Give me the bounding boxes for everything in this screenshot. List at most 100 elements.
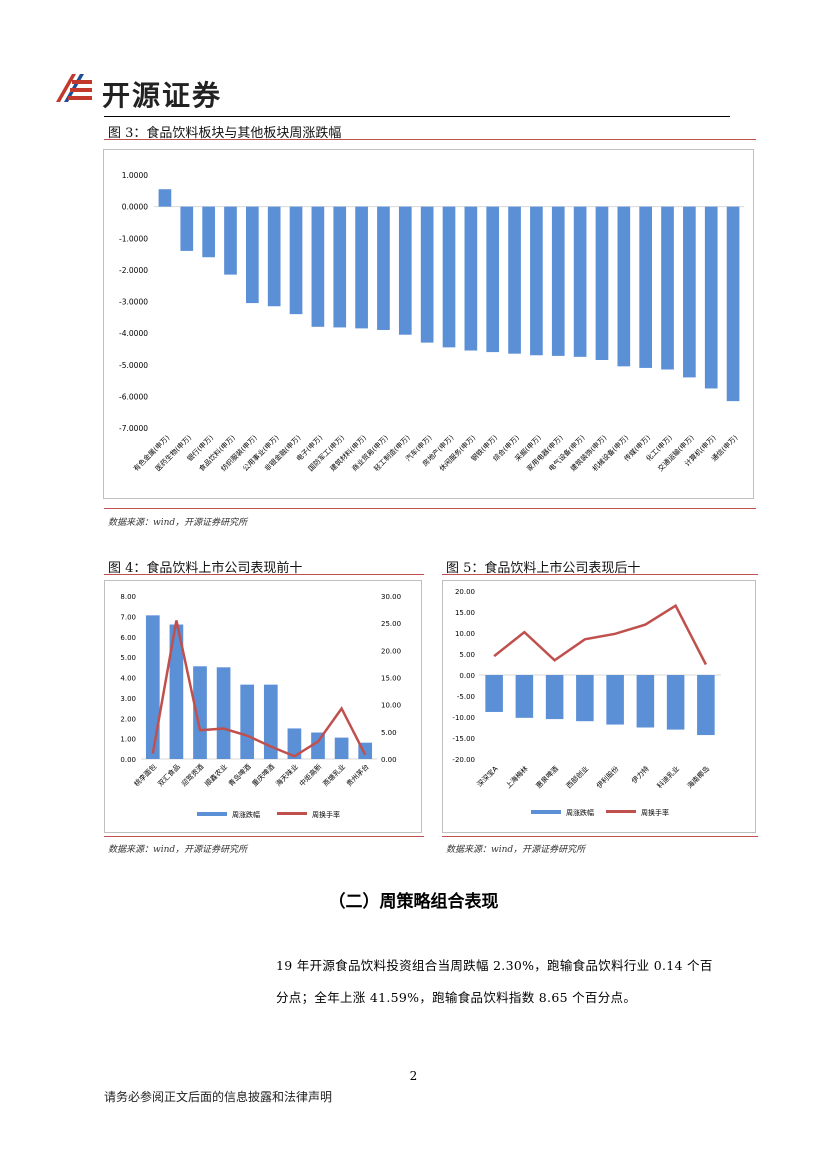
bar: [639, 206, 653, 368]
legend-label-weekly-change: 周涨跌幅: [566, 808, 594, 817]
y-right-tick-label: 0.00: [381, 756, 397, 764]
y-right-tick-label: 30.00: [381, 593, 401, 601]
fig5-caption-rule: [442, 574, 758, 575]
brand-name: 开源证券: [102, 79, 223, 112]
x-tick-label: 伊力特: [630, 764, 651, 785]
bar: [420, 206, 434, 343]
x-tick-label: 青岛啤酒: [226, 762, 252, 788]
x-tick-label: 西部创业: [564, 764, 590, 790]
bar: [486, 206, 500, 353]
x-tick-label: 顺鑫农业: [203, 762, 229, 788]
bar: [704, 206, 718, 389]
y-left-tick-label: 8.00: [120, 593, 136, 601]
y-tick-label: -5.0000: [119, 361, 148, 370]
y-right-tick-label: 15.00: [381, 675, 401, 683]
fig5-source: 数据来源：wind，开源证券研究所: [446, 845, 586, 855]
bar: [240, 684, 255, 759]
y-right-tick-label: 20.00: [381, 647, 401, 655]
fig4-caption: 图 4：食品饮料上市公司表现前十: [108, 561, 303, 576]
fig5-bottom-rule: [442, 836, 758, 837]
y-tick-label: 0.00: [459, 672, 475, 680]
fig3-source: 数据来源：wind，开源证券研究所: [108, 518, 248, 528]
bar: [333, 206, 347, 328]
bar: [355, 206, 368, 329]
y-left-tick-label: 1.00: [120, 736, 136, 744]
fig4-source: 数据来源：wind，开源证券研究所: [108, 845, 248, 855]
bar: [636, 675, 655, 728]
x-tick-label: 双汇食品: [156, 762, 182, 788]
y-tick-label: -10.00: [452, 714, 475, 722]
y-tick-label: -2.0000: [119, 266, 148, 275]
bar: [145, 615, 160, 759]
fig4-combo-chart: 8.00 7.00 6.00 5.00 4.00 3.00 2.00 1.00 0.00 30.0…: [120, 593, 401, 819]
y-tick-label: -6.0000: [119, 392, 148, 401]
bar: [666, 675, 685, 730]
x-tick-label: 迎驾贡酒: [179, 762, 205, 788]
bar: [508, 206, 521, 354]
fig5-caption: 图 5：食品饮料上市公司表现后十: [446, 561, 641, 576]
x-tick-label: 海天味业: [274, 762, 300, 788]
bar: [287, 728, 302, 759]
y-right-tick-label: 5.00: [381, 729, 397, 737]
section-heading: （二）周策略组合表现: [328, 892, 499, 912]
bar: [573, 206, 587, 357]
page-number: 2: [409, 1069, 418, 1083]
bar: [377, 206, 390, 330]
bar: [263, 684, 278, 759]
fig4-caption-rule: [104, 574, 424, 575]
legend-swatch-line: [277, 812, 307, 815]
bar: [726, 206, 740, 402]
y-left-tick-label: 0.00: [120, 756, 136, 764]
y-tick-label: 5.00: [459, 651, 475, 659]
bar: [334, 737, 349, 759]
fig3-chart-frame: 1.0000 0.0000 -1.0000 -2.0000 -3.0000 -4.0000…: [103, 149, 754, 499]
header-divider: [104, 116, 730, 117]
bar: [180, 206, 194, 251]
bar: [169, 624, 184, 759]
bar: [545, 675, 564, 720]
y-tick-label: 1.0000: [122, 171, 148, 180]
y-tick-label: 10.00: [455, 630, 475, 638]
y-tick-label: -4.0000: [119, 329, 148, 338]
brand-logo-icon: [56, 74, 92, 102]
bar: [442, 206, 456, 348]
bar: [311, 732, 325, 759]
legend-label-weekly-change: 周涨跌幅: [232, 810, 260, 819]
x-tick-label: 深深宝A: [475, 764, 500, 789]
legend-label-turnover: 周换手率: [312, 810, 340, 819]
turnover-line: [493, 603, 707, 666]
y-tick-label: -7.0000: [119, 424, 148, 433]
y-right-tick-label: 10.00: [381, 702, 401, 710]
bar: [515, 675, 534, 718]
y-tick-label: 15.00: [455, 609, 475, 617]
y-left-tick-label: 3.00: [120, 695, 136, 703]
body-paragraph-line-1: 19 年开源食品饮料投资组合当周跌幅 2.30%，跑输食品饮料行业 0.14 个…: [276, 958, 713, 973]
fig4-bottom-rule: [104, 836, 424, 837]
bar: [617, 206, 631, 367]
y-tick-label: -1.0000: [119, 234, 148, 243]
fig3-caption-rule: [104, 139, 756, 140]
fig3-bottom-rule: [104, 508, 756, 509]
bar: [683, 206, 696, 378]
y-left-tick-label: 5.00: [120, 654, 136, 662]
bar: [398, 206, 412, 335]
y-tick-label: -20.00: [452, 756, 475, 764]
x-tick-label: 科迪乳业: [655, 764, 681, 790]
bar: [595, 206, 609, 361]
x-tick-label: 海南椰岛: [685, 764, 711, 790]
body-paragraph-line-2: 分点；全年上涨 41.59%，跑输食品饮料指数 8.65 个百分点。: [276, 990, 637, 1005]
bar: [551, 206, 565, 356]
legend-swatch-bar: [531, 810, 561, 814]
y-tick-label: -15.00: [452, 735, 475, 743]
legal-disclaimer: 请务必参阅正文后面的信息披露和法律声明: [104, 1090, 333, 1104]
x-tick-label: 上海梅林: [504, 764, 530, 790]
fig5-combo-chart: 20.00 15.00 10.00 5.00 0.00 -5.00 -10.00 -15.00…: [452, 588, 721, 817]
x-tick-label: 桃李面包: [132, 762, 158, 788]
y-left-tick-label: 6.00: [120, 634, 136, 642]
y-left-tick-label: 7.00: [120, 613, 136, 621]
bar: [158, 189, 172, 207]
bar: [245, 206, 259, 304]
bar: [311, 206, 325, 327]
y-left-tick-label: 4.00: [120, 675, 136, 683]
bar: [576, 675, 594, 722]
